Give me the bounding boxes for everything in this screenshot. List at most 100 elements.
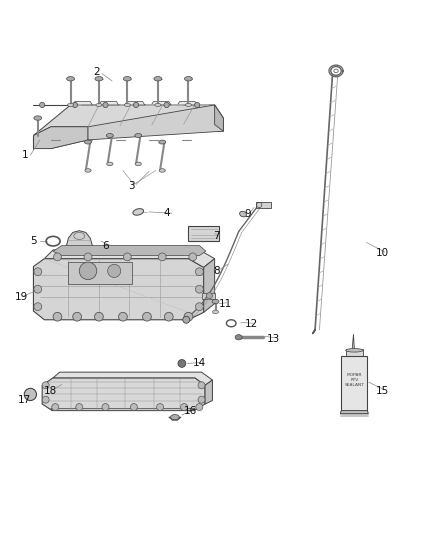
Polygon shape — [44, 250, 215, 268]
Ellipse shape — [67, 103, 74, 107]
Text: 11: 11 — [219, 298, 232, 309]
Circle shape — [196, 403, 203, 410]
Circle shape — [198, 382, 205, 389]
Circle shape — [53, 253, 61, 261]
Circle shape — [183, 316, 190, 323]
Polygon shape — [73, 101, 92, 105]
Polygon shape — [42, 378, 205, 410]
Ellipse shape — [212, 310, 219, 313]
Circle shape — [195, 268, 203, 276]
Polygon shape — [177, 101, 197, 105]
Circle shape — [39, 102, 45, 108]
Ellipse shape — [170, 415, 179, 420]
Polygon shape — [205, 380, 212, 404]
Polygon shape — [33, 127, 88, 149]
Circle shape — [195, 285, 203, 293]
Text: MOPAR
RTV
SEALANT: MOPAR RTV SEALANT — [344, 374, 364, 386]
Circle shape — [52, 403, 59, 410]
Circle shape — [131, 403, 138, 410]
Polygon shape — [204, 259, 215, 312]
Polygon shape — [341, 356, 367, 410]
Ellipse shape — [155, 103, 161, 107]
Ellipse shape — [135, 162, 141, 166]
Polygon shape — [256, 202, 271, 207]
Circle shape — [206, 293, 212, 299]
Circle shape — [156, 403, 163, 410]
Circle shape — [143, 312, 151, 321]
Polygon shape — [68, 262, 132, 284]
Polygon shape — [51, 408, 195, 410]
Ellipse shape — [212, 299, 219, 304]
Polygon shape — [33, 105, 223, 135]
Circle shape — [164, 312, 173, 321]
Text: 17: 17 — [18, 394, 32, 405]
Text: 19: 19 — [15, 292, 28, 302]
Polygon shape — [88, 105, 223, 140]
Polygon shape — [53, 372, 212, 385]
Circle shape — [95, 312, 103, 321]
Text: 14: 14 — [193, 358, 206, 368]
Polygon shape — [201, 293, 215, 299]
Circle shape — [198, 396, 205, 403]
Circle shape — [24, 389, 36, 400]
Text: 18: 18 — [44, 386, 57, 396]
Ellipse shape — [34, 116, 42, 120]
Ellipse shape — [133, 208, 144, 215]
Circle shape — [102, 403, 109, 410]
Polygon shape — [33, 127, 88, 149]
Text: 3: 3 — [128, 181, 135, 191]
Ellipse shape — [85, 140, 92, 144]
Circle shape — [84, 253, 92, 261]
Circle shape — [124, 253, 131, 261]
Circle shape — [184, 312, 193, 321]
Ellipse shape — [235, 335, 242, 340]
Text: 16: 16 — [184, 407, 197, 416]
Ellipse shape — [184, 77, 192, 81]
Polygon shape — [340, 410, 368, 414]
Polygon shape — [215, 105, 223, 131]
Polygon shape — [125, 101, 145, 105]
Circle shape — [76, 403, 83, 410]
Ellipse shape — [95, 77, 103, 81]
Ellipse shape — [96, 103, 102, 107]
Text: 9: 9 — [244, 209, 251, 219]
Text: 4: 4 — [163, 208, 170, 218]
Polygon shape — [169, 417, 181, 420]
Polygon shape — [66, 231, 92, 254]
Ellipse shape — [240, 212, 247, 217]
Ellipse shape — [124, 103, 131, 107]
Text: 12: 12 — [245, 319, 258, 329]
Circle shape — [178, 359, 186, 367]
Ellipse shape — [159, 140, 166, 144]
Circle shape — [42, 382, 49, 389]
Circle shape — [42, 396, 49, 403]
Text: 8: 8 — [213, 266, 220, 276]
Ellipse shape — [106, 134, 113, 138]
Circle shape — [53, 312, 62, 321]
Circle shape — [189, 253, 197, 261]
Ellipse shape — [346, 349, 363, 352]
Circle shape — [134, 102, 139, 108]
Text: 13: 13 — [267, 334, 280, 344]
Polygon shape — [53, 246, 206, 256]
Polygon shape — [188, 227, 219, 241]
Circle shape — [119, 312, 127, 321]
Text: 2: 2 — [93, 67, 100, 77]
Ellipse shape — [159, 169, 165, 172]
Circle shape — [103, 102, 108, 108]
Text: 1: 1 — [21, 150, 28, 160]
Ellipse shape — [124, 77, 131, 81]
Polygon shape — [33, 259, 204, 320]
Ellipse shape — [67, 77, 74, 81]
Polygon shape — [352, 334, 354, 350]
Text: 7: 7 — [213, 231, 220, 241]
Circle shape — [72, 102, 78, 108]
Circle shape — [194, 102, 200, 108]
Text: 15: 15 — [376, 386, 389, 396]
Circle shape — [195, 303, 203, 311]
Text: 10: 10 — [376, 248, 389, 259]
Circle shape — [180, 403, 187, 410]
Ellipse shape — [107, 162, 113, 166]
Ellipse shape — [154, 77, 162, 81]
Polygon shape — [346, 350, 363, 356]
